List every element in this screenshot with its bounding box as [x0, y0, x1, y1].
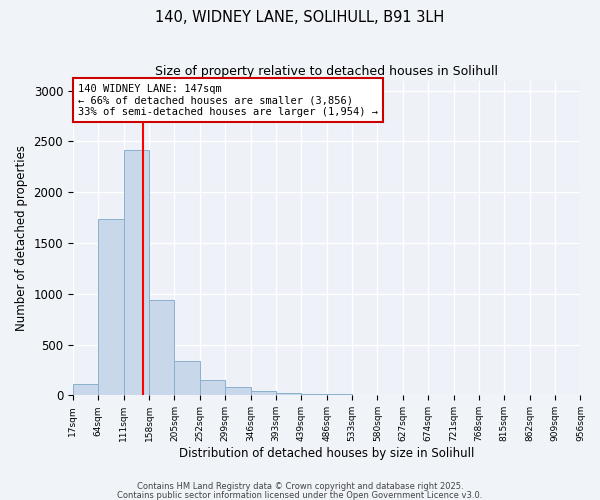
Bar [276, 393, 301, 396]
Text: 140, WIDNEY LANE, SOLIHULL, B91 3LH: 140, WIDNEY LANE, SOLIHULL, B91 3LH [155, 10, 445, 25]
Bar [149, 300, 175, 396]
Bar [200, 380, 225, 396]
Bar [251, 391, 276, 396]
Bar [327, 394, 352, 396]
Title: Size of property relative to detached houses in Solihull: Size of property relative to detached ho… [155, 65, 498, 78]
Bar [225, 387, 251, 396]
X-axis label: Distribution of detached houses by size in Solihull: Distribution of detached houses by size … [179, 447, 475, 460]
Text: Contains public sector information licensed under the Open Government Licence v3: Contains public sector information licen… [118, 490, 482, 500]
Text: Contains HM Land Registry data © Crown copyright and database right 2025.: Contains HM Land Registry data © Crown c… [137, 482, 463, 491]
Y-axis label: Number of detached properties: Number of detached properties [15, 145, 28, 331]
Bar [352, 394, 377, 396]
Bar [301, 394, 327, 396]
Bar [98, 218, 124, 396]
Bar [175, 361, 200, 396]
Text: 140 WIDNEY LANE: 147sqm
← 66% of detached houses are smaller (3,856)
33% of semi: 140 WIDNEY LANE: 147sqm ← 66% of detache… [78, 84, 378, 117]
Bar [124, 150, 149, 396]
Bar [73, 384, 98, 396]
